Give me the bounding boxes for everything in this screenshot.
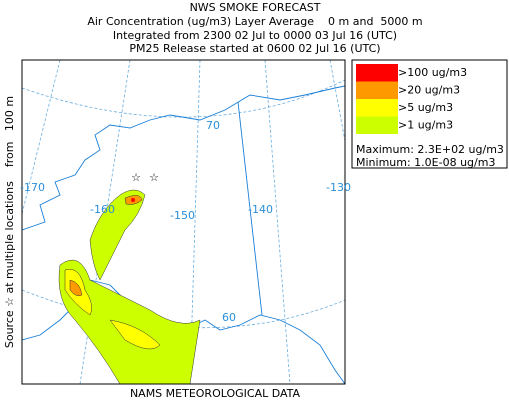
legend-swatch	[356, 99, 398, 117]
legend-swatch	[356, 81, 398, 99]
smoke-gt20	[69, 279, 83, 297]
legend-swatch	[356, 64, 398, 82]
border	[237, 101, 263, 316]
source-star: ☆	[131, 171, 141, 184]
graticule	[22, 60, 61, 216]
legend-label: >1 ug/m3	[398, 119, 453, 132]
legend-minimum: Minimum: 1.0E-08 ug/m3	[356, 156, 495, 169]
longitude-label: -150	[170, 209, 195, 222]
header-line: Integrated from 2300 02 Jul to 0000 03 J…	[113, 29, 397, 42]
legend-label: >100 ug/m3	[398, 66, 467, 79]
legend-maximum: Maximum: 2.3E+02 ug/m3	[356, 143, 504, 156]
smoke-gt1	[58, 259, 201, 384]
latitude-label: 60	[222, 311, 236, 324]
map: ☆ ☆ -170 -160 -150 -140 -130 70 60	[20, 59, 351, 385]
latitude-label: 70	[206, 119, 220, 132]
smoke-gt1	[89, 189, 146, 281]
side-label: Source ☆ at multiple locations from 100 …	[3, 96, 16, 348]
smoke-gt100	[131, 198, 135, 202]
legend: Maximum: 2.3E+02 ug/m3 Minimum: 1.0E-08 …	[351, 59, 508, 169]
map-frame	[21, 59, 346, 385]
legend-label: >20 ug/m3	[398, 84, 460, 97]
longitude-label: -160	[90, 203, 115, 216]
coastline	[22, 85, 345, 231]
header-line: PM25 Release started at 0600 02 Jul 16 (…	[129, 42, 380, 55]
footer: NAMS METEOROLOGICAL DATA	[130, 387, 301, 400]
legend-swatch	[356, 116, 398, 134]
longitude-label: -140	[248, 203, 273, 216]
smoke-gt5	[109, 319, 161, 350]
source-star: ☆	[149, 171, 159, 184]
graticule	[22, 79, 345, 118]
header-line: Air Concentration (ug/m3) Layer Average …	[87, 15, 422, 28]
graticule	[264, 60, 291, 384]
longitude-label: -130	[326, 181, 351, 194]
longitude-label: -170	[20, 181, 45, 194]
graticule	[22, 289, 345, 329]
legend-label: >5 ug/m3	[398, 101, 453, 114]
title: NWS SMOKE FORECAST	[190, 1, 321, 14]
